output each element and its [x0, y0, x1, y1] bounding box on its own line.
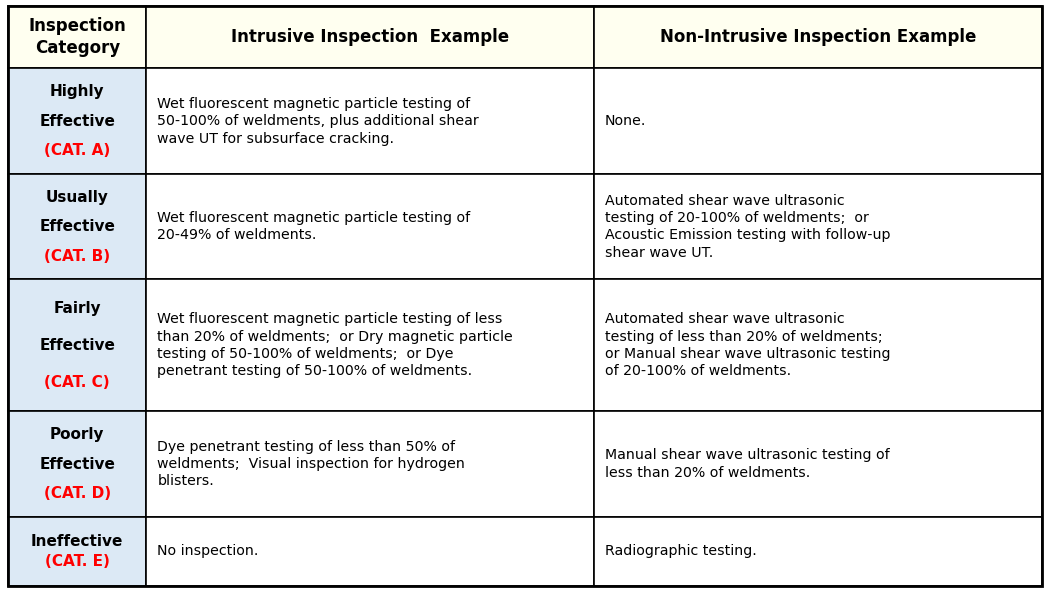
- Text: No inspection.: No inspection.: [158, 545, 258, 558]
- Bar: [146, 517, 594, 586]
- Text: Effective: Effective: [39, 338, 116, 353]
- Text: Dye penetrant testing of less than 50% of
weldments;  Visual inspection for hydr: Dye penetrant testing of less than 50% o…: [158, 440, 465, 488]
- Text: (CAT. E): (CAT. E): [45, 554, 109, 569]
- Bar: [594, 69, 1042, 174]
- Bar: [146, 174, 594, 279]
- Bar: [594, 517, 1042, 586]
- Text: (CAT. A): (CAT. A): [44, 143, 110, 158]
- Text: Usually: Usually: [46, 189, 109, 205]
- Text: Ineffective: Ineffective: [32, 534, 124, 549]
- Text: Automated shear wave ultrasonic
testing of 20-100% of weldments;  or
Acoustic Em: Automated shear wave ultrasonic testing …: [605, 194, 890, 260]
- Text: Intrusive Inspection  Example: Intrusive Inspection Example: [231, 28, 509, 46]
- Bar: [8, 411, 146, 517]
- Bar: [146, 6, 594, 69]
- Bar: [146, 69, 594, 174]
- Bar: [146, 279, 594, 411]
- Text: Effective: Effective: [39, 219, 116, 234]
- Bar: [146, 411, 594, 517]
- Text: Automated shear wave ultrasonic
testing of less than 20% of weldments;
or Manual: Automated shear wave ultrasonic testing …: [605, 313, 890, 378]
- Text: Effective: Effective: [39, 114, 116, 128]
- Text: Wet fluorescent magnetic particle testing of
20-49% of weldments.: Wet fluorescent magnetic particle testin…: [158, 211, 470, 242]
- Text: (CAT. D): (CAT. D): [44, 486, 111, 501]
- Text: Wet fluorescent magnetic particle testing of less
than 20% of weldments;  or Dry: Wet fluorescent magnetic particle testin…: [158, 313, 513, 378]
- Text: Fairly: Fairly: [54, 301, 101, 316]
- Text: Radiographic testing.: Radiographic testing.: [605, 545, 757, 558]
- Bar: [8, 69, 146, 174]
- Text: None.: None.: [605, 114, 647, 128]
- Bar: [8, 174, 146, 279]
- Text: Effective: Effective: [39, 456, 116, 472]
- Bar: [8, 279, 146, 411]
- Bar: [594, 411, 1042, 517]
- Bar: [594, 174, 1042, 279]
- Text: Manual shear wave ultrasonic testing of
less than 20% of weldments.: Manual shear wave ultrasonic testing of …: [605, 448, 889, 480]
- Text: (CAT. B): (CAT. B): [44, 249, 110, 263]
- Bar: [8, 6, 146, 69]
- Text: (CAT. C): (CAT. C): [44, 375, 110, 390]
- Bar: [594, 6, 1042, 69]
- Text: Non-Intrusive Inspection Example: Non-Intrusive Inspection Example: [659, 28, 975, 46]
- Text: Inspection
Category: Inspection Category: [28, 17, 126, 57]
- Text: Highly: Highly: [50, 84, 105, 99]
- Text: Poorly: Poorly: [50, 427, 105, 442]
- Bar: [8, 517, 146, 586]
- Text: Wet fluorescent magnetic particle testing of
50-100% of weldments, plus addition: Wet fluorescent magnetic particle testin…: [158, 97, 479, 146]
- Bar: [594, 279, 1042, 411]
